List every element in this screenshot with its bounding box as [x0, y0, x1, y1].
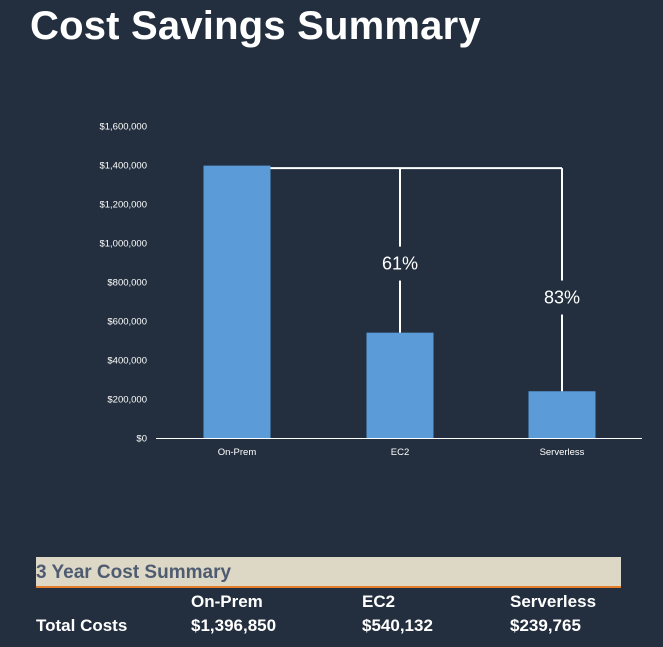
savings-connectors: 61% 83% [270, 167, 580, 392]
y-tick-label: $1,600,000 [99, 122, 147, 133]
y-tick-label: $0 [136, 434, 147, 445]
y-tick-label: $600,000 [107, 317, 147, 328]
x-tick-label: Serverless [540, 447, 585, 458]
bar-ec2 [366, 332, 434, 438]
x-axis-category-labels: On-Prem EC2 Serverless [218, 447, 585, 458]
summary-value-on-prem: $1,396,850 [191, 616, 277, 635]
summary-value-serverless: $239,765 [510, 616, 581, 635]
y-tick-label: $1,400,000 [99, 161, 147, 172]
bar-serverless [528, 391, 596, 438]
summary-value-ec2: $540,132 [362, 616, 433, 635]
y-tick-label: $1,200,000 [99, 200, 147, 211]
y-tick-label: $800,000 [107, 278, 147, 289]
y-tick-label: $200,000 [107, 395, 147, 406]
x-tick-label: EC2 [391, 447, 409, 458]
savings-percentage-label: 83% [544, 288, 580, 308]
y-axis-tick-labels: $0 $200,000 $400,000 $600,000 $800,000 $1,000… [99, 122, 147, 445]
summary-title: 3 Year Cost Summary [36, 562, 232, 583]
summary-banner: 3 Year Cost Summary [36, 557, 621, 588]
y-tick-label: $400,000 [107, 356, 147, 367]
bars [203, 165, 596, 438]
x-tick-label: On-Prem [218, 447, 257, 458]
summary-header-ec2: EC2 [362, 592, 396, 611]
page-title: Cost Savings Summary [30, 4, 481, 48]
summary-header-serverless: Serverless [510, 592, 597, 611]
summary-row-label: Total Costs [36, 616, 128, 635]
summary-header-on-prem: On-Prem [191, 592, 263, 611]
y-tick-label: $1,000,000 [99, 239, 147, 250]
bar-on-prem [203, 165, 271, 438]
savings-percentage-label: 61% [382, 254, 418, 274]
